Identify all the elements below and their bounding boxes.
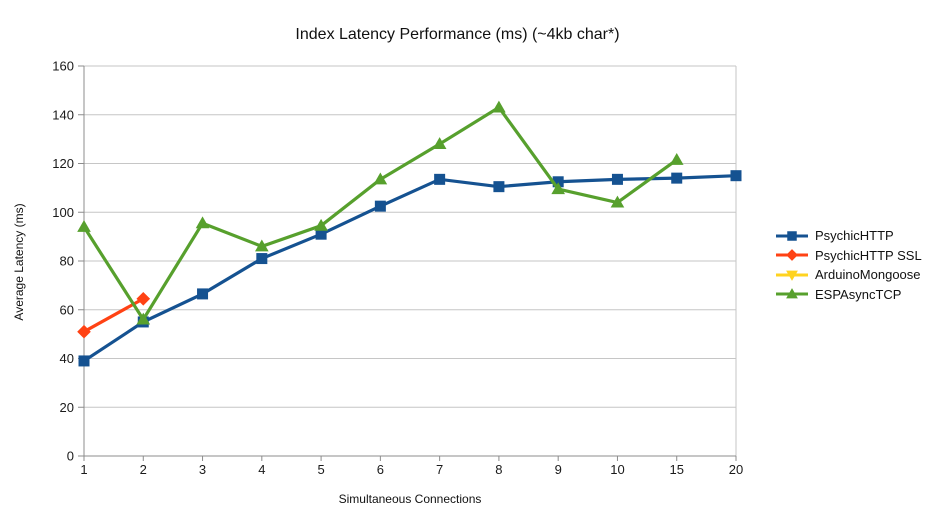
- series-line: [82, 105, 678, 323]
- triangle-up-marker: [195, 216, 210, 229]
- y-tick-label: 160: [52, 59, 74, 74]
- x-tick-label: 20: [729, 462, 743, 477]
- legend-item: ESPAsyncTCP: [776, 285, 922, 305]
- x-tick-label: 8: [495, 462, 502, 477]
- x-tick-label: 2: [140, 462, 147, 477]
- legend-label: PsychicHTTP SSL: [815, 247, 922, 263]
- y-tick-label: 80: [60, 254, 74, 269]
- diamond-marker: [136, 291, 151, 306]
- y-tick-label: 0: [67, 449, 74, 464]
- y-axis-title: Average Latency (ms): [12, 203, 26, 321]
- square-marker: [787, 231, 797, 241]
- series-espasynctcp: [77, 100, 684, 325]
- legend-label: ArduinoMongoose: [815, 267, 921, 283]
- triangle-up-marker: [77, 220, 91, 232]
- y-tick-label: 140: [52, 107, 74, 122]
- series-line: [83, 174, 737, 363]
- triangle-up-marker: [314, 218, 328, 231]
- x-tick-label: 15: [669, 462, 683, 477]
- y-axis: 0 20 40 60 80 100 120 140 160: [52, 59, 85, 464]
- legend-item: ArduinoMongoose: [776, 265, 922, 285]
- y-tick-label: 20: [60, 400, 74, 415]
- legend-swatch-square: [776, 231, 808, 241]
- triangle-up-marker: [492, 100, 506, 113]
- chart-title: Index Latency Performance (ms) (~4kb cha…: [295, 26, 620, 43]
- square-marker: [552, 176, 564, 188]
- legend: PsychicHTTP PsychicHTTP SSL ArduinoMongoos…: [776, 226, 922, 304]
- square-marker: [78, 355, 90, 367]
- legend-swatch-diamond: [776, 249, 808, 262]
- legend-label: PsychicHTTP: [815, 228, 894, 244]
- square-marker: [315, 228, 327, 240]
- x-tick-label: 5: [317, 462, 324, 477]
- y-tick-label: 40: [60, 351, 74, 366]
- x-tick-label: 4: [258, 462, 265, 477]
- triangle-up-marker: [669, 153, 684, 165]
- square-marker: [493, 181, 505, 193]
- square-marker: [434, 173, 446, 185]
- diamond-marker: [77, 324, 91, 339]
- square-marker: [611, 173, 623, 185]
- square-marker: [374, 200, 386, 212]
- triangle-up-marker: [610, 195, 625, 208]
- diamond-marker: [786, 249, 798, 262]
- legend-label: ESPAsyncTCP: [815, 286, 902, 302]
- triangle-up-marker: [786, 288, 798, 299]
- gridlines: [84, 65, 737, 456]
- y-tick-label: 100: [52, 205, 74, 220]
- square-marker: [256, 253, 268, 265]
- triangle-up-marker: [373, 172, 388, 185]
- x-tick-label: 6: [377, 462, 384, 477]
- x-tick-label: 7: [436, 462, 443, 477]
- square-marker: [730, 170, 742, 182]
- legend-item: PsychicHTTP SSL: [776, 246, 922, 266]
- x-axis-title: Simultaneous Connections: [338, 492, 482, 506]
- legend-swatch-triangle-up: [776, 288, 808, 299]
- x-tick-label: 3: [199, 462, 206, 477]
- square-marker: [671, 172, 683, 184]
- x-tick-label: 10: [610, 462, 624, 477]
- legend-swatch-triangle-down: [776, 270, 808, 281]
- x-tick-label: 9: [555, 462, 562, 477]
- series-psychichttp: [78, 170, 742, 367]
- triangle-up-marker: [254, 239, 269, 252]
- square-marker: [197, 288, 209, 300]
- x-tick-label: 1: [80, 462, 87, 477]
- y-tick-label: 120: [52, 156, 74, 171]
- triangle-up-marker: [551, 182, 566, 195]
- triangle-down-marker: [786, 270, 798, 281]
- y-tick-label: 60: [60, 302, 74, 317]
- triangle-up-marker: [432, 137, 447, 150]
- legend-item: PsychicHTTP: [776, 226, 922, 246]
- x-axis: 1 2 3 4 5 6 7 8 9 10 15 20: [80, 455, 743, 477]
- triangle-up-marker: [136, 312, 151, 325]
